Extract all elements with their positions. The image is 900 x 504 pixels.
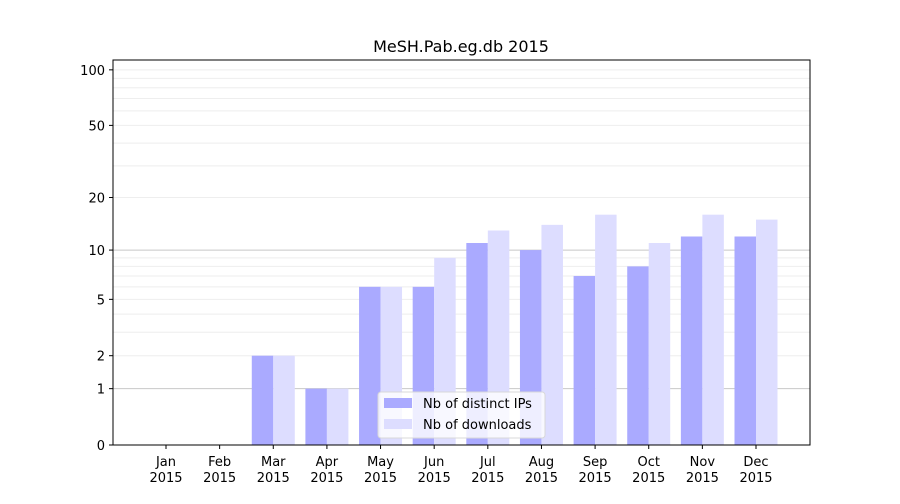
x-tick-label: Dec: [743, 455, 768, 470]
x-tick-label: 2015: [579, 471, 612, 486]
legend-label: Nb of distinct IPs: [423, 397, 532, 412]
x-axis: Jan2015Feb2015Mar2015Apr2015May2015Jun20…: [149, 445, 773, 486]
y-tick-label: 2: [97, 350, 105, 365]
x-tick-label: May: [367, 455, 394, 470]
bar-downloads: [648, 243, 671, 445]
x-tick-label: Feb: [208, 455, 231, 470]
x-tick-label: Apr: [316, 455, 339, 470]
chart-title: MeSH.Pab.eg.db 2015: [373, 37, 549, 56]
legend-box: [377, 391, 546, 439]
y-tick-label: 100: [80, 64, 105, 79]
bar-ips: [680, 236, 703, 445]
plot-frame: [112, 59, 811, 446]
bar-downloads: [273, 355, 295, 445]
x-tick-label: 2015: [203, 471, 236, 486]
x-tick-label: Mar: [261, 455, 286, 470]
y-tick-label: 1: [97, 383, 105, 398]
y-tick-label: 50: [88, 119, 105, 134]
bar-ips: [251, 355, 274, 445]
y-axis: 0 1 2 5 10 20 50 100: [80, 64, 113, 454]
bar-downloads: [541, 224, 563, 445]
x-tick-label: 2015: [686, 471, 719, 486]
bar-downloads: [595, 214, 617, 445]
bar-downloads: [702, 214, 724, 445]
bar-ips: [573, 275, 596, 445]
x-tick-label: 2015: [525, 471, 558, 486]
x-tick-label: Oct: [637, 455, 659, 470]
x-tick-label: 2015: [310, 471, 343, 486]
x-tick-label: 2015: [257, 471, 290, 486]
legend-swatch: [384, 419, 412, 429]
x-tick-label: 2015: [149, 471, 182, 486]
x-tick-label: Jan: [155, 455, 176, 470]
x-tick-label: 2015: [364, 471, 397, 486]
bar-downloads: [487, 230, 510, 445]
x-tick-label: Sep: [583, 455, 608, 470]
x-tick-label: Jul: [479, 455, 496, 470]
y-tick-label: 5: [97, 293, 105, 308]
bar-downloads: [326, 388, 349, 445]
x-tick-label: Aug: [529, 455, 554, 470]
bar-ips: [627, 266, 649, 445]
bar-ips: [305, 388, 327, 445]
bar-ips: [734, 236, 756, 445]
y-tick-label: 10: [88, 244, 105, 259]
legend-label: Nb of downloads: [423, 418, 532, 433]
bar-downloads: [756, 219, 778, 445]
x-tick-label: 2015: [739, 471, 772, 486]
x-tick-label: Jun: [423, 455, 444, 470]
x-tick-label: Nov: [690, 455, 716, 470]
legend-swatch: [384, 398, 412, 408]
x-tick-label: 2015: [632, 471, 665, 486]
legend: Nb of distinct IPs Nb of downloads: [377, 391, 546, 439]
y-tick-label: 0: [97, 439, 105, 454]
x-tick-label: 2015: [418, 471, 451, 486]
x-tick-label: 2015: [471, 471, 504, 486]
y-tick-label: 20: [88, 192, 105, 207]
bar-ips: [359, 286, 381, 445]
